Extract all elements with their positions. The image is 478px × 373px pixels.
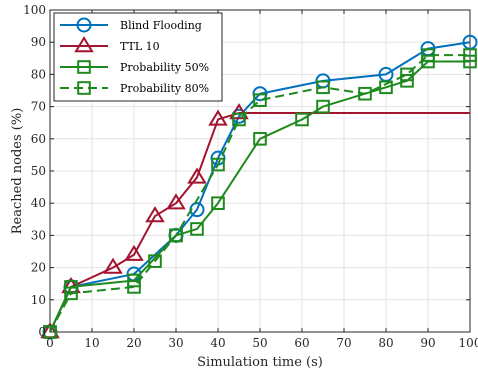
y-tick-label: 80: [31, 67, 46, 81]
x-tick-label: 90: [420, 336, 435, 350]
y-tick-label: 0: [38, 325, 46, 339]
legend-label: TTL 10: [120, 40, 160, 53]
series-ttl-10: [42, 105, 470, 337]
legend-label: Blind Flooding: [120, 19, 202, 32]
y-tick-label: 100: [23, 3, 46, 17]
y-axis-label: Reached nodes (%): [10, 108, 25, 235]
legend: Blind Flooding TTL 10 Probability 50% Proba…: [54, 13, 222, 101]
legend-label: Probability 50%: [120, 61, 209, 74]
x-tick-label: 70: [336, 336, 351, 350]
x-tick-label: 10: [84, 336, 99, 350]
data-point: [147, 208, 163, 221]
x-tick-label: 20: [126, 336, 141, 350]
x-tick-label: 60: [294, 336, 309, 350]
y-tick-label: 20: [31, 261, 46, 275]
y-tick-label: 60: [31, 132, 46, 146]
y-tick-label: 10: [31, 293, 46, 307]
x-tick-label: 100: [459, 336, 478, 350]
x-tick-label: 80: [378, 336, 393, 350]
x-tick-label: 40: [210, 336, 225, 350]
x-tick-label: 30: [168, 336, 183, 350]
y-tick-label: 40: [31, 196, 46, 210]
x-tick-label: 0: [46, 336, 54, 350]
y-tick-label: 30: [31, 228, 46, 242]
x-axis-label: Simulation time (s): [197, 355, 323, 370]
y-tick-label: 70: [31, 100, 46, 114]
y-tick-label: 50: [31, 164, 46, 178]
y-tick-label: 90: [31, 35, 46, 49]
x-tick-label: 50: [252, 336, 267, 350]
legend-label: Probability 80%: [120, 82, 209, 95]
